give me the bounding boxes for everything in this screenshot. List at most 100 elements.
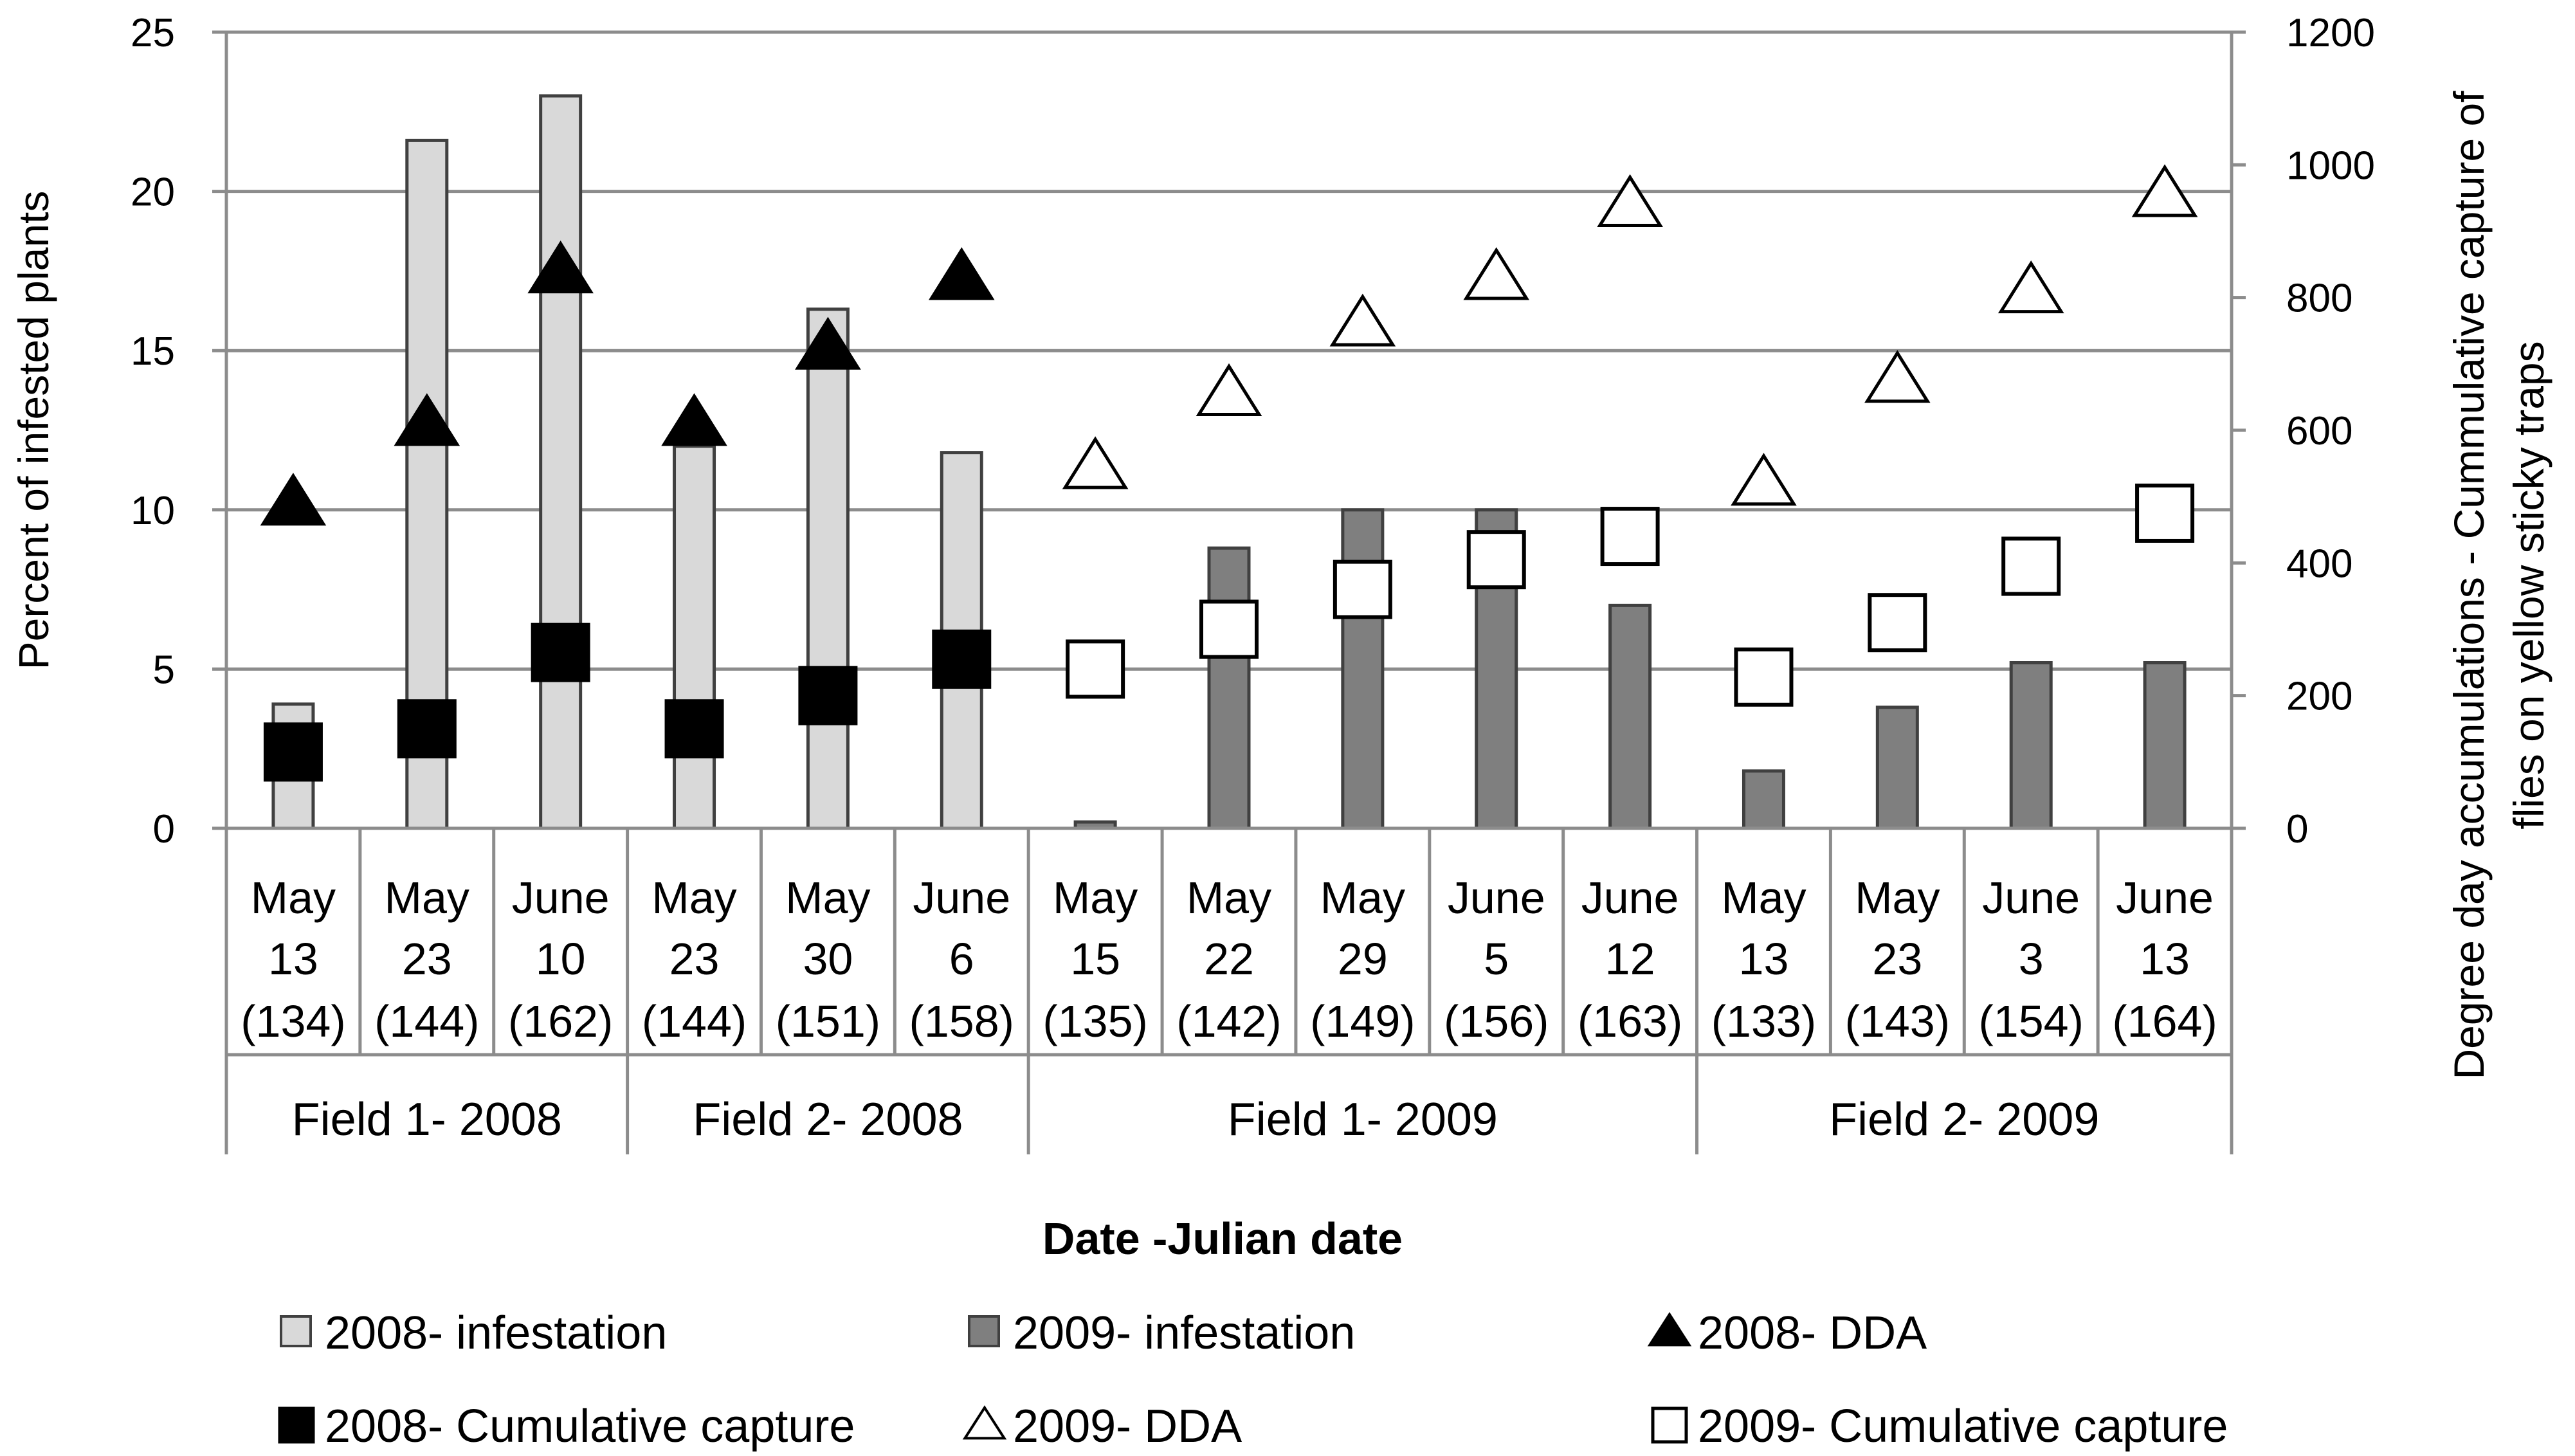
- legend-label: 2008- infestation: [325, 1307, 667, 1359]
- marker-2009--cumulative-capture-8: [1333, 560, 1392, 619]
- bar-2008--infestation-2: [539, 94, 583, 830]
- category-julian: (151): [776, 996, 880, 1046]
- marker-2009--dda-7: [1196, 363, 1262, 416]
- category-day: 22: [1204, 934, 1254, 984]
- y-tick-label: 0: [153, 807, 175, 851]
- marker-2009--cumulative-capture-11: [1734, 647, 1794, 707]
- bar-2008--infestation-3: [673, 444, 716, 830]
- category-month: June: [512, 873, 610, 923]
- category-julian: (163): [1578, 996, 1682, 1046]
- marker-2009--dda-9: [1463, 247, 1530, 300]
- category-day: 15: [1070, 934, 1120, 984]
- category-julian: (142): [1176, 996, 1281, 1046]
- y2-tick-label: 600: [2286, 409, 2352, 453]
- group-label: Field 1- 2009: [1228, 1094, 1498, 1145]
- y-tick-label: 10: [131, 489, 175, 533]
- category-day: 29: [1338, 934, 1388, 984]
- marker-2009--cumulative-capture-9: [1466, 530, 1526, 590]
- category-month: May: [1721, 873, 1806, 923]
- marker-2008--cumulative-capture-0: [263, 722, 323, 782]
- category-month: May: [1855, 873, 1940, 923]
- category-day: 13: [1739, 934, 1789, 984]
- legend-icon-2009--cumulative-capture: [1651, 1406, 1688, 1444]
- marker-2008--cumulative-capture-5: [932, 629, 992, 689]
- marker-2009--cumulative-capture-7: [1199, 599, 1259, 659]
- category-day: 12: [1605, 934, 1655, 984]
- y-tick-label: 20: [131, 170, 175, 215]
- category-month: May: [651, 873, 736, 923]
- y-axis-title: Percent of infested plants: [10, 191, 57, 670]
- marker-2008--dda-2: [527, 241, 594, 294]
- y-tick-label: 25: [131, 11, 175, 55]
- category-julian: (133): [1711, 996, 1816, 1046]
- bar-2009--infestation-8: [1341, 508, 1385, 830]
- category-month: May: [1053, 873, 1138, 923]
- marker-2009--cumulative-capture-6: [1066, 639, 1125, 699]
- category-month: June: [1448, 873, 1545, 923]
- category-julian: (143): [1845, 996, 1950, 1046]
- y2-tick-label: 400: [2286, 541, 2352, 586]
- marker-2008--cumulative-capture-3: [664, 699, 724, 759]
- bar-2009--infestation-10: [1608, 603, 1652, 830]
- category-day: 30: [803, 934, 853, 984]
- category-julian: (135): [1042, 996, 1147, 1046]
- marker-2009--dda-8: [1329, 293, 1396, 347]
- marker-2008--cumulative-capture-2: [531, 623, 590, 682]
- y-tick-label: 5: [153, 648, 175, 692]
- legend-label: 2009- DDA: [1013, 1401, 1242, 1452]
- marker-2008--dda-0: [260, 473, 327, 526]
- legend-label: 2008- Cumulative capture: [325, 1401, 855, 1452]
- marker-2009--dda-12: [1864, 350, 1931, 403]
- category-day: 13: [2140, 934, 2190, 984]
- marker-2008--dda-3: [661, 393, 727, 446]
- marker-2009--dda-13: [1997, 260, 2064, 314]
- y2-tick-label: 0: [2286, 807, 2308, 851]
- category-day: 5: [1484, 934, 1509, 984]
- marker-2008--dda-5: [928, 247, 995, 300]
- category-julian: (162): [508, 996, 613, 1046]
- bar-2009--infestation-12: [1875, 705, 1919, 830]
- legend-icon-2009--infestation: [968, 1315, 1000, 1347]
- group-label: Field 2- 2009: [1829, 1094, 2099, 1145]
- marker-2008--dda-1: [394, 393, 460, 446]
- category-month: June: [1581, 873, 1679, 923]
- category-julian: (154): [1978, 996, 2083, 1046]
- legend-label: 2008- DDA: [1698, 1307, 1927, 1359]
- marker-2009--dda-11: [1731, 453, 1797, 506]
- x-axis-title: Date -Julian date: [1042, 1214, 1403, 1264]
- marker-2009--cumulative-capture-10: [1600, 507, 1660, 567]
- category-month: May: [385, 873, 469, 923]
- category-month: June: [1982, 873, 2080, 923]
- y2-axis-title-line2: flies on yellow sticky traps: [2505, 341, 2552, 829]
- bar-2009--infestation-11: [1742, 769, 1785, 830]
- category-day: 23: [402, 934, 452, 984]
- bar-2009--infestation-13: [2009, 660, 2053, 830]
- bar-2008--infestation-4: [806, 307, 850, 830]
- legend-label: 2009- Cumulative capture: [1698, 1401, 2228, 1452]
- marker-2008--cumulative-capture-4: [798, 666, 858, 725]
- category-julian: (134): [241, 996, 345, 1046]
- y2-tick-label: 1200: [2286, 11, 2375, 55]
- marker-2008--cumulative-capture-1: [397, 699, 457, 759]
- group-label: Field 1- 2008: [292, 1094, 562, 1145]
- marker-2009--cumulative-capture-13: [2001, 536, 2061, 596]
- marker-2009--dda-14: [2131, 164, 2198, 217]
- category-julian: (158): [909, 996, 1014, 1046]
- category-month: May: [1187, 873, 1271, 923]
- legend-icon-2008--dda: [1647, 1312, 1692, 1347]
- category-julian: (156): [1444, 996, 1549, 1046]
- y-tick-label: 15: [131, 329, 175, 374]
- y2-tick-label: 800: [2286, 277, 2352, 321]
- category-day: 3: [2019, 934, 2044, 984]
- bar-2009--infestation-7: [1207, 546, 1251, 830]
- category-month: June: [2116, 873, 2214, 923]
- category-julian: (144): [374, 996, 479, 1046]
- y2-tick-label: 1000: [2286, 143, 2375, 188]
- category-month: June: [913, 873, 1010, 923]
- legend-icon-2008--cumulative-capture: [278, 1406, 315, 1444]
- bar-2009--infestation-14: [2143, 660, 2187, 830]
- category-day: 6: [949, 934, 974, 984]
- legend-icon-2008--infestation: [280, 1315, 312, 1347]
- category-day: 13: [268, 934, 318, 984]
